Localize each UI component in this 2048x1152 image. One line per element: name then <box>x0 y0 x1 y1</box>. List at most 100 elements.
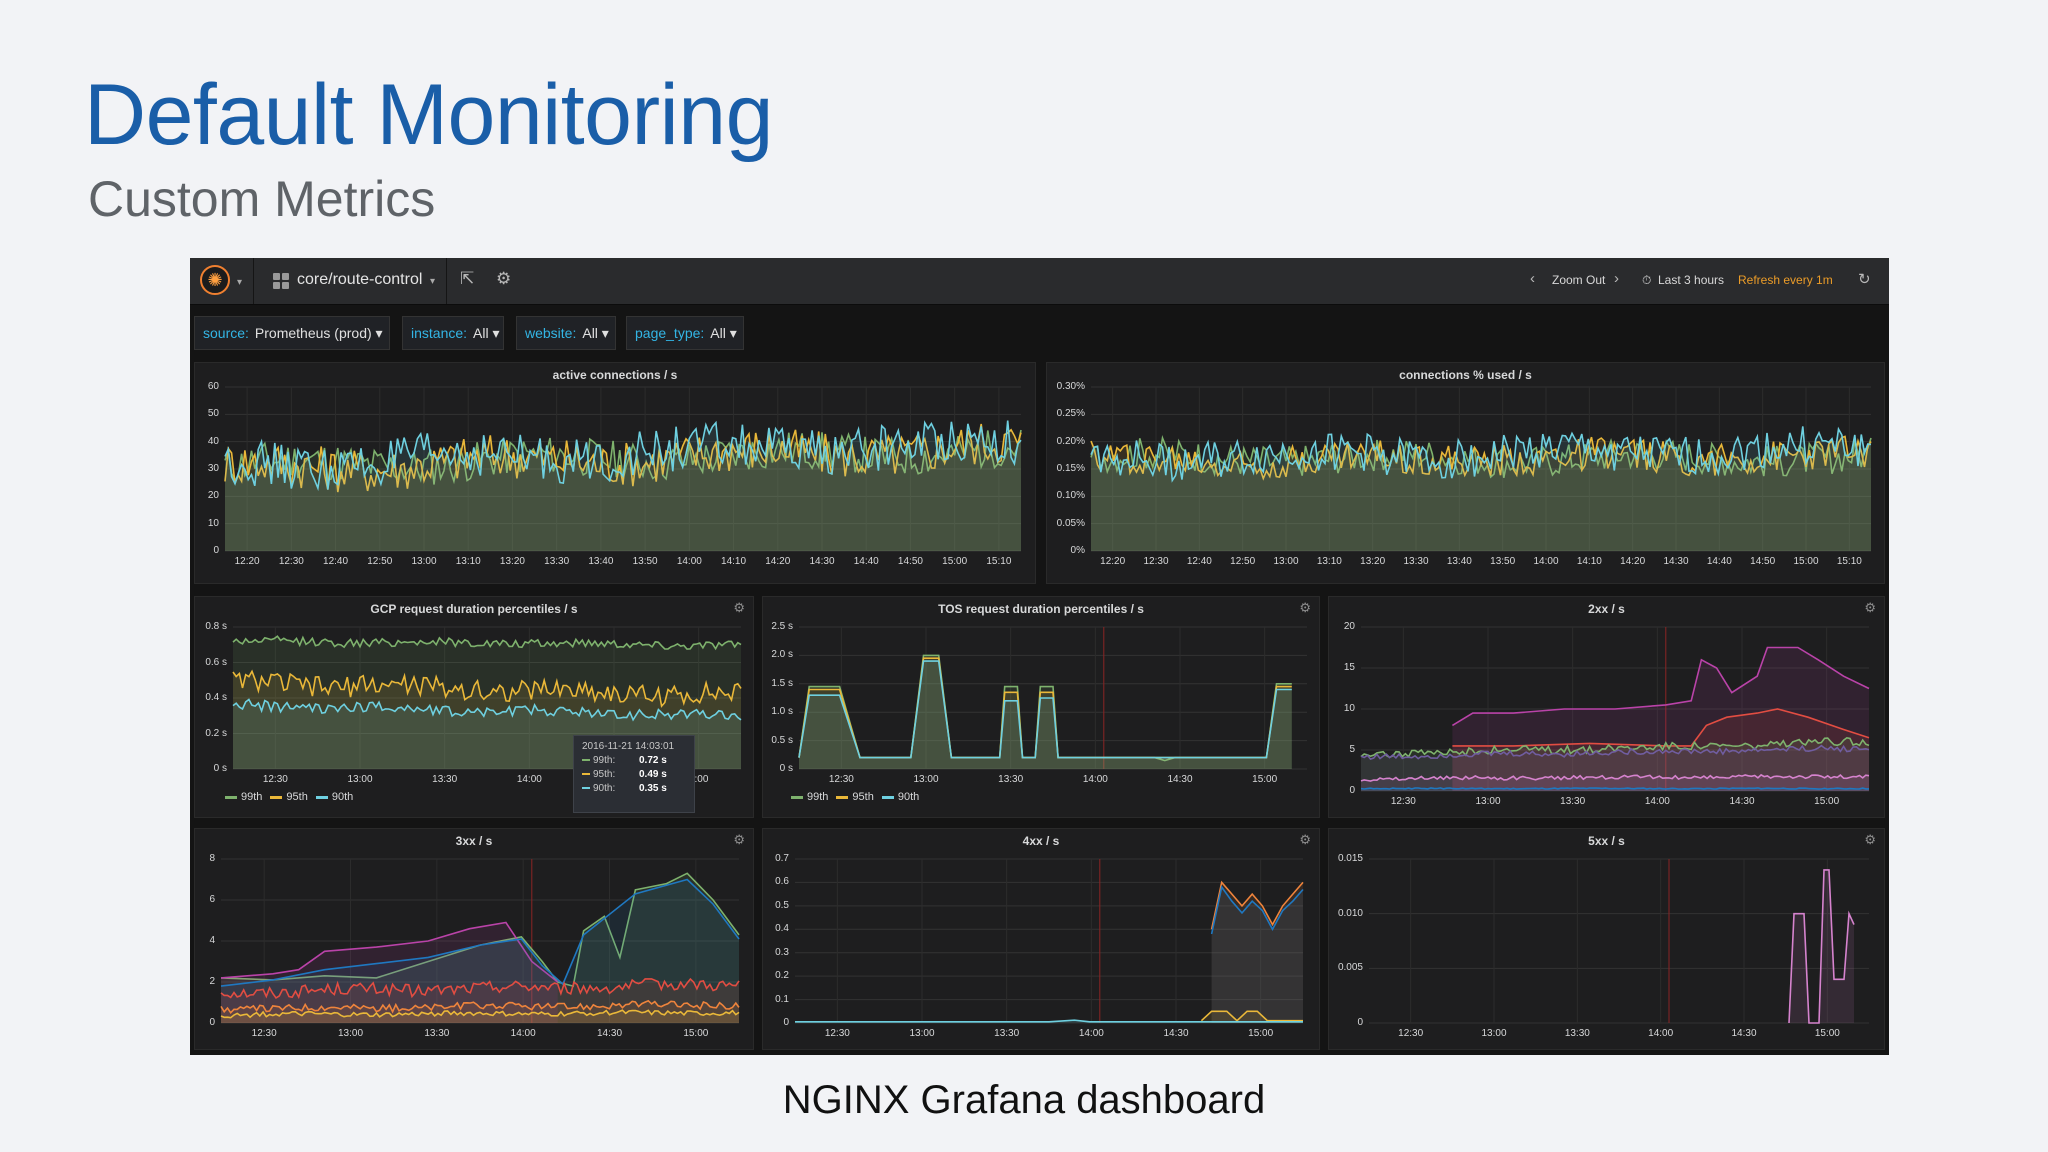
dashboard-picker[interactable]: core/route-control <box>297 271 423 288</box>
x-tick-label: 13:30 <box>424 1028 450 1039</box>
x-tick-label: 14:00 <box>1078 1028 1104 1039</box>
x-tick-label: 14:20 <box>765 556 791 567</box>
x-tick-label: 14:00 <box>1648 1028 1674 1039</box>
legend-item[interactable]: 99th <box>241 791 263 803</box>
series-line <box>1360 787 1869 790</box>
x-tick-label: 13:40 <box>588 556 614 567</box>
panel-title: connections % used / s <box>1399 368 1532 382</box>
tooltip-time: 2016-11-21 14:03:01 <box>582 741 675 752</box>
panel-settings-icon[interactable]: ⚙ <box>733 832 745 847</box>
y-tick-label: 0.7 <box>775 853 789 864</box>
refresh-interval[interactable]: Refresh every 1m <box>1738 273 1833 287</box>
series-line <box>1788 869 1855 1024</box>
legend-item[interactable]: 90th <box>331 791 354 803</box>
dashboard-caret-icon[interactable]: ▾ <box>430 276 436 287</box>
chart-svg <box>1360 626 1870 792</box>
variable-source[interactable]: source: Prometheus (prod) ▾ <box>194 316 390 350</box>
x-tick-label: 14:30 <box>596 1028 623 1039</box>
y-tick-label: 0.30% <box>1056 381 1085 392</box>
x-tick-label: 13:30 <box>1560 796 1586 807</box>
variable-instance[interactable]: instance: All ▾ <box>402 316 504 350</box>
panel-settings-icon[interactable]: ⚙ <box>1864 600 1876 615</box>
variable-value: Prometheus (prod) <box>254 325 372 341</box>
time-range-picker[interactable]: Last 3 hours <box>1658 273 1725 287</box>
series-area <box>221 873 739 1023</box>
x-tick-label: 14:10 <box>721 556 747 567</box>
y-tick-label: 0.5 <box>775 899 789 911</box>
panel-3xx[interactable]: 3xx / s ⚙ 0 2 4 6 8 12:30 13:00 13:30 14:00 14:30… <box>194 828 754 1050</box>
y-tick-label: 0.2 <box>775 970 789 982</box>
y-tick-label: 0.6 <box>775 876 789 888</box>
legend-item[interactable]: 90th <box>897 791 920 803</box>
panel-connections-used[interactable]: connections % used / s 0% 0.05% 0.10% 0.15%… <box>1046 362 1885 584</box>
y-tick-label: 60 <box>207 381 219 392</box>
legend-swatch <box>270 795 283 799</box>
panel-2xx[interactable]: 2xx / s ⚙ 0 5 10 15 20 12:30 13:00 13:30 14:00 14… <box>1328 596 1885 818</box>
share-icon[interactable]: ⇱ <box>460 269 475 288</box>
y-tick-label: 10 <box>1343 703 1355 714</box>
x-tick-label: 14:00 <box>516 774 542 785</box>
zoom-out-button[interactable]: Zoom Out <box>1552 273 1606 287</box>
y-tick-label: 0.6 s <box>205 656 227 668</box>
y-tick-label: 8 <box>209 853 215 864</box>
x-tick-label: 15:00 <box>1814 1028 1840 1039</box>
chevron-left-icon[interactable]: ‹ <box>1530 270 1535 287</box>
y-tick-label: 1.0 s <box>771 706 793 718</box>
series-line <box>1360 773 1870 782</box>
logo-caret-icon[interactable]: ▾ <box>237 277 243 288</box>
y-tick-label: 2.5 s <box>771 621 793 632</box>
x-tick-label: 13:30 <box>432 774 458 785</box>
refresh-icon[interactable]: ↻ <box>1858 271 1871 288</box>
y-tick-label: 0.5 s <box>771 734 793 746</box>
panel-tos-duration[interactable]: TOS request duration percentiles / s ⚙ 0… <box>762 596 1320 818</box>
variable-website[interactable]: website: All ▾ <box>516 316 616 350</box>
x-tick-label: 13:10 <box>455 556 481 567</box>
x-tick-label: 13:30 <box>1564 1028 1590 1039</box>
tooltip-row: 95th: 0.49 s <box>582 769 686 780</box>
x-tick-label: 15:10 <box>1836 556 1862 567</box>
panel-gcp-duration[interactable]: GCP request duration percentiles / s ⚙ 0… <box>194 596 754 818</box>
tooltip-row: 99th: 0.72 s <box>582 755 686 766</box>
series-line <box>232 635 742 651</box>
navbar: ✺ ▾ core/route-control ▾ ⇱ ⚙ ‹ Zoom Out … <box>190 258 1889 305</box>
chevron-right-icon[interactable]: › <box>1614 270 1619 287</box>
x-tick-label: 13:30 <box>544 556 570 567</box>
grafana-logo-icon[interactable]: ✺ <box>200 265 230 295</box>
x-tick-label: 12:30 <box>1390 796 1416 807</box>
series-line <box>1360 744 1870 761</box>
series-area <box>799 658 1292 769</box>
y-tick-label: 0.25% <box>1056 408 1085 420</box>
y-tick-label: 2.0 s <box>771 649 793 661</box>
panel-settings-icon[interactable]: ⚙ <box>1864 832 1876 847</box>
panel-5xx[interactable]: 5xx / s ⚙ 0 0.005 0.010 0.015 12:30 13:00 13:3… <box>1328 828 1885 1050</box>
variable-page-type[interactable]: page_type: All ▾ <box>626 316 744 350</box>
clock-icon: ⏱ <box>1642 273 1652 287</box>
x-tick-label: 13:00 <box>347 774 373 785</box>
variable-value: All <box>473 325 489 341</box>
x-tick-label: 14:30 <box>809 556 835 567</box>
y-tick-label: 20 <box>207 490 219 502</box>
y-tick-label: 2 <box>209 976 215 987</box>
panel-4xx[interactable]: 4xx / s ⚙ 0 0.1 0.2 0.3 0.4 0.5 0.6 0.7 12:30 13:… <box>762 828 1320 1050</box>
chart-legend: 99th 95th 90th <box>217 791 353 803</box>
y-tick-label: 0 <box>1357 1017 1363 1028</box>
panel-settings-icon[interactable]: ⚙ <box>1299 832 1311 847</box>
legend-item[interactable]: 95th <box>286 791 308 803</box>
legend-item[interactable]: 99th <box>807 791 829 803</box>
panel-active-connections[interactable]: active connections / s 0 10 20 30 40 50 60 12:2… <box>194 362 1036 584</box>
variable-label: website: <box>525 325 577 341</box>
x-tick-label: 12:30 <box>251 1028 277 1039</box>
panel-settings-icon[interactable]: ⚙ <box>733 600 745 615</box>
navbar-divider <box>253 258 254 304</box>
legend-item[interactable]: 95th <box>852 791 874 803</box>
gear-icon[interactable]: ⚙ <box>496 269 512 288</box>
y-tick-label: 10 <box>207 517 219 529</box>
legend-swatch <box>791 795 803 799</box>
variable-label: source: <box>203 325 249 341</box>
y-tick-label: 50 <box>207 408 219 420</box>
x-tick-label: 13:00 <box>1273 556 1299 567</box>
x-tick-label: 14:30 <box>1167 774 1193 785</box>
x-tick-label: 12:30 <box>824 1028 850 1039</box>
panel-settings-icon[interactable]: ⚙ <box>1299 600 1311 615</box>
y-tick-label: 4 <box>209 935 215 946</box>
